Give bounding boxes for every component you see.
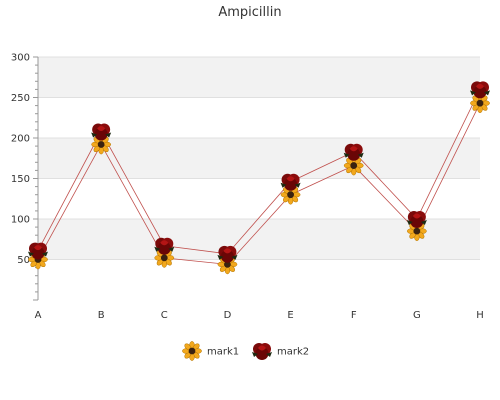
legend: mark1 mark2 [181,340,309,362]
x-tick-label: H [476,310,484,321]
legend-label: mark2 [277,347,309,358]
y-tick-label: 50 [17,255,30,266]
grid-band [38,138,480,179]
x-tick-label: B [98,310,105,321]
y-tick-label: 300 [11,53,30,64]
y-tick-label: 250 [11,93,30,104]
x-tick-label: E [287,310,293,321]
x-axis: A B C D E F G H [35,310,484,321]
sunflower-icon [181,340,203,362]
x-tick-label: A [35,310,42,321]
chart-title: Ampicillin [218,5,281,20]
y-tick-label: 150 [11,174,30,185]
x-tick-label: F [351,310,357,321]
x-tick-label: C [161,310,168,321]
grid-band [38,219,480,260]
x-tick-label: G [413,310,421,321]
series-line-mark1 [37,102,481,265]
grid-band [38,57,480,98]
legend-label: mark1 [207,347,239,358]
plot-background [38,56,480,260]
series-line-mark2 [37,89,481,255]
rose-icon [252,343,272,360]
y-tick-label: 200 [11,134,30,145]
x-tick-label: D [224,310,232,321]
y-tick-label: 100 [11,215,30,226]
series-layer [27,81,491,275]
